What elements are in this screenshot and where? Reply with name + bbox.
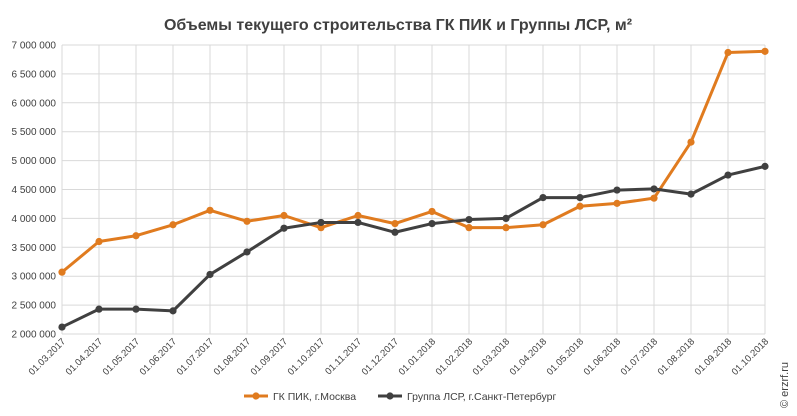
data-point <box>243 248 251 256</box>
data-point <box>391 228 399 236</box>
x-tick-label: 01.07.2018 <box>619 336 660 377</box>
x-tick-label: 01.10.2018 <box>730 336 771 377</box>
x-tick-label: 01.04.2018 <box>508 336 549 377</box>
y-tick-label: 6 000 000 <box>12 98 57 109</box>
series-line <box>60 164 767 329</box>
data-point <box>761 162 769 170</box>
legend-label: Группа ЛСР, г.Санкт-Петербург <box>407 391 557 403</box>
data-point <box>465 224 473 232</box>
y-tick-label: 6 500 000 <box>12 69 57 80</box>
gridlines <box>61 44 766 335</box>
y-tick-label: 3 500 000 <box>12 243 57 254</box>
y-tick-label: 3 000 000 <box>12 272 57 283</box>
data-point <box>576 193 584 202</box>
data-point <box>206 206 214 214</box>
data-point <box>132 232 140 240</box>
x-tick-label: 01.06.2017 <box>138 336 179 377</box>
data-point <box>724 171 732 179</box>
y-tick-label: 7 000 000 <box>12 41 57 52</box>
data-point <box>650 194 658 202</box>
data-point <box>391 220 399 228</box>
data-point <box>354 218 362 227</box>
y-tick-label: 5 500 000 <box>12 127 57 138</box>
data-point <box>761 47 769 55</box>
y-tick-label: 4 500 000 <box>12 185 57 196</box>
x-tick-label: 01.05.2017 <box>101 336 142 377</box>
data-point <box>280 224 288 232</box>
legend-label: ГК ПИК, г.Москва <box>273 391 356 403</box>
data-point <box>428 220 436 228</box>
y-tick-label: 5 000 000 <box>12 156 57 167</box>
x-tick-label: 01.09.2018 <box>693 336 734 377</box>
watermark-text: © erzrf.ru <box>779 362 791 408</box>
series-lines <box>58 47 769 331</box>
legend: ГК ПИК, г.Москва Группа ЛСР, г.Санкт-Пете… <box>244 391 557 403</box>
x-tick-label: 01.04.2017 <box>64 336 105 377</box>
x-tick-label: 01.12.2017 <box>360 336 401 377</box>
legend-marker <box>252 392 260 400</box>
data-point <box>58 323 66 331</box>
chart-title: Объемы текущего строительства ГК ПИК и Г… <box>164 17 632 34</box>
data-point <box>502 214 510 222</box>
series-2 <box>58 162 769 331</box>
x-tick-label: 01.06.2018 <box>582 336 623 377</box>
data-point <box>354 211 362 220</box>
data-point <box>317 224 325 232</box>
x-tick-label: 01.08.2018 <box>656 336 697 377</box>
data-point <box>317 218 325 227</box>
data-point <box>243 217 251 225</box>
data-point <box>539 221 547 229</box>
data-point <box>280 211 288 220</box>
y-tick-label: 4 000 000 <box>12 214 57 225</box>
data-point <box>650 185 658 193</box>
x-tick-label: 01.09.2017 <box>249 336 290 377</box>
x-tick-label: 01.02.2018 <box>434 336 475 377</box>
legend-item-2: Группа ЛСР, г.Санкт-Петербург <box>378 391 557 403</box>
series-1 <box>58 47 769 276</box>
data-point <box>169 221 177 229</box>
data-point <box>502 224 510 232</box>
y-tick-label: 2 000 000 <box>12 330 57 341</box>
x-tick-label: 01.03.2017 <box>27 336 68 377</box>
x-tick-label: 01.01.2018 <box>397 336 438 377</box>
legend-marker <box>386 392 394 400</box>
data-point <box>428 207 436 216</box>
x-tick-label: 01.03.2018 <box>471 336 512 377</box>
data-point <box>724 48 732 57</box>
data-point <box>169 307 177 315</box>
data-point <box>58 268 66 276</box>
series-line <box>60 49 767 274</box>
legend-item-1: ГК ПИК, г.Москва <box>244 391 356 403</box>
x-axis-tick-labels: 01.03.201701.04.201701.05.201701.06.2017… <box>27 336 771 377</box>
y-tick-label: 2 500 000 <box>12 301 57 312</box>
data-point <box>687 138 695 146</box>
data-point <box>465 215 473 224</box>
data-point <box>576 202 584 210</box>
x-tick-label: 01.05.2018 <box>545 336 586 377</box>
x-tick-label: 01.10.2017 <box>286 336 327 377</box>
data-point <box>539 193 547 202</box>
data-point <box>206 270 214 279</box>
data-point <box>613 186 621 194</box>
data-point <box>132 305 140 313</box>
data-point <box>687 190 695 198</box>
data-point <box>95 237 103 246</box>
data-point <box>613 199 621 207</box>
data-point <box>95 305 103 313</box>
x-tick-label: 01.11.2017 <box>323 336 364 377</box>
x-tick-label: 01.07.2017 <box>175 336 216 377</box>
y-axis-tick-labels: 2 000 000 2 500 000 3 000 000 3 500 000 4 00… <box>12 41 57 341</box>
x-tick-label: 01.08.2017 <box>212 336 253 377</box>
